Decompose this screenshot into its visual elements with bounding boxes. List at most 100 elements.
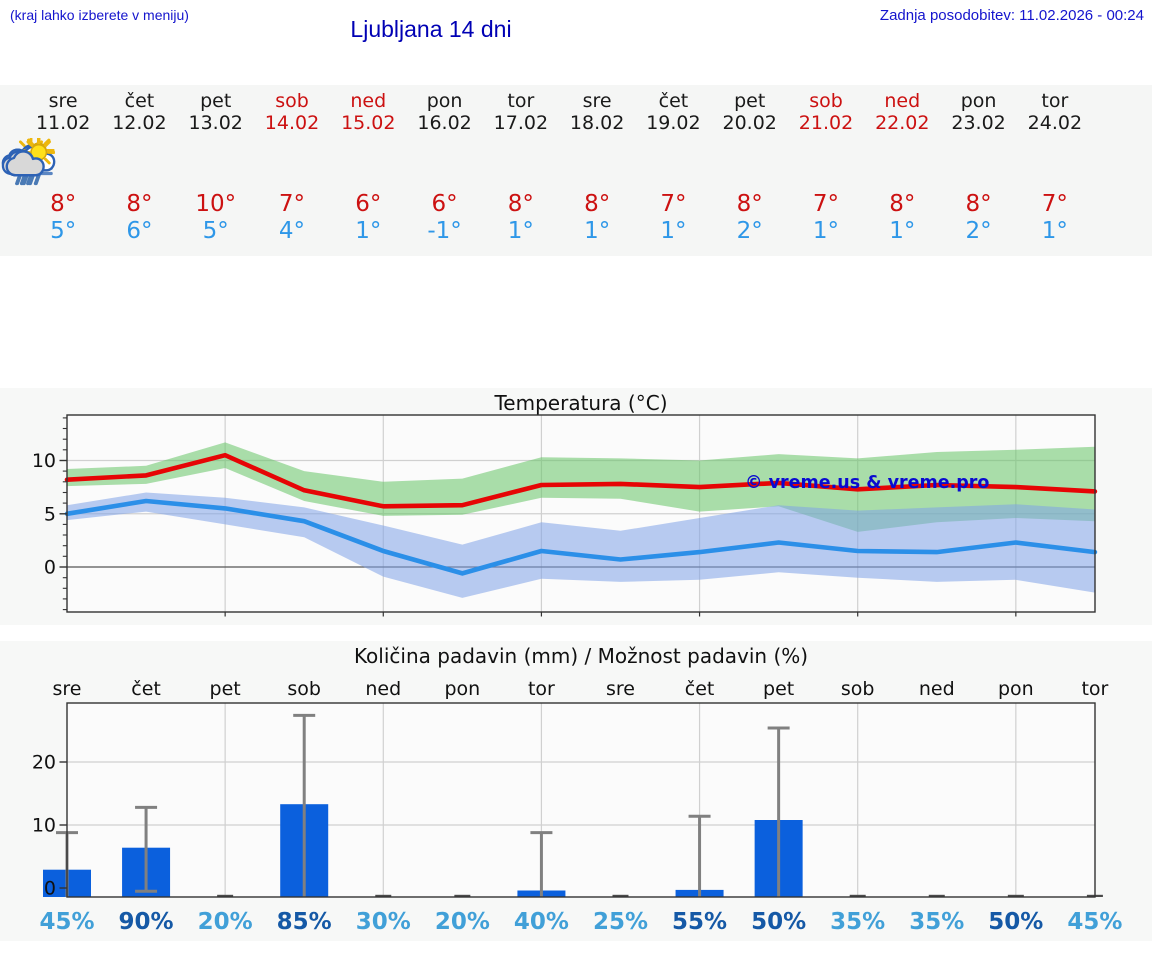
day-date: 22.02 xyxy=(875,112,930,134)
precip-y-tick-label: 0 xyxy=(44,878,56,900)
forecast-days: sre 11.02 8° 5° čet 12.02 8° 6° pet 13.02 10° 5° sob… xyxy=(1,85,1093,245)
low-temp: 6° xyxy=(126,218,153,244)
day-name: ned xyxy=(350,90,387,112)
high-temp: 8° xyxy=(736,191,763,217)
day-date: 21.02 xyxy=(798,112,854,134)
precipitation-chart-title: Količina padavin (mm) / Možnost padavin … xyxy=(353,644,809,668)
temperature-section: Temperatura (°C) 0 5 10 © vreme.us & vreme.… xyxy=(0,388,1152,625)
weather-icon-cell xyxy=(5,134,1093,190)
high-temp: 7° xyxy=(1041,191,1068,217)
day-name: sob xyxy=(275,90,309,112)
forecast-day: tor 24.02 7° 1° xyxy=(5,90,1093,245)
temp-y-tick-label: 10 xyxy=(32,450,56,472)
precip-probability: 45% xyxy=(1067,909,1122,935)
precip-probability: 35% xyxy=(830,909,885,935)
day-date: 17.02 xyxy=(493,112,549,134)
low-temp: 1° xyxy=(355,218,382,244)
temp-y-tick-label: 0 xyxy=(44,557,56,579)
forecast-day: pet 20.02 8° 2° xyxy=(5,90,788,245)
high-temp: 6° xyxy=(431,191,458,217)
low-temp: 2° xyxy=(736,218,763,244)
precip-day-label: čet xyxy=(131,678,161,700)
temperature-chart: 0 5 10 © vreme.us & vreme.pro xyxy=(32,414,1098,617)
precip-y-tick-label: 10 xyxy=(32,815,56,837)
forecast-day: sob 21.02 7° 1° xyxy=(5,90,864,245)
high-temp: 7° xyxy=(660,191,687,217)
precip-day-label: sob xyxy=(841,678,875,700)
min-temp-band xyxy=(67,492,1095,598)
precip-y-tick-label: 20 xyxy=(32,752,56,774)
precipitation-chart: 0 10 20 sre čet pet sob ned pon tor sre čet pet sob ne… xyxy=(32,678,1123,935)
precip-day-label: pon xyxy=(444,678,480,700)
day-name: ned xyxy=(884,90,921,112)
low-temp: 5° xyxy=(202,218,229,244)
precip-day-label: pet xyxy=(763,678,794,700)
page-title: Ljubljana 14 dni xyxy=(350,16,512,42)
forecast-day: ned 22.02 8° 1° xyxy=(5,90,940,245)
low-temp: 1° xyxy=(889,218,916,244)
precip-probability: 45% xyxy=(39,909,94,935)
day-name: pon xyxy=(426,90,463,112)
precip-probability: 20% xyxy=(435,909,490,935)
day-date: 11.02 xyxy=(35,112,91,134)
precip-probability: 35% xyxy=(909,909,964,935)
day-name: tor xyxy=(1041,90,1069,112)
day-name: pet xyxy=(734,90,766,112)
temperature-chart-title: Temperatura (°C) xyxy=(494,391,668,415)
low-temp: 1° xyxy=(507,218,534,244)
low-temp: 1° xyxy=(1041,218,1068,244)
precip-day-label: sre xyxy=(53,678,82,700)
forecast-day: ned 15.02 6° 1° xyxy=(5,90,406,245)
precip-day-label: sob xyxy=(287,678,321,700)
high-temp: 7° xyxy=(812,191,840,217)
high-temp: 8° xyxy=(507,191,534,217)
weather-icon-cell xyxy=(5,134,788,190)
forecast-day: čet 19.02 7° 1° xyxy=(5,90,711,245)
day-date: 23.02 xyxy=(951,112,1006,134)
day-date: 20.02 xyxy=(722,112,777,134)
forecast-day: sob 14.02 7° 4° xyxy=(1,90,330,245)
high-temp: 7° xyxy=(278,191,306,217)
low-temp: -1° xyxy=(427,218,462,244)
low-temp: 4° xyxy=(278,218,306,244)
precip-day-label: ned xyxy=(919,678,955,700)
forecast-day: tor 17.02 8° 1° xyxy=(1,90,559,245)
low-temp: 5° xyxy=(50,218,77,244)
day-date: 24.02 xyxy=(1027,112,1083,134)
day-name: sob xyxy=(809,90,843,112)
precip-day-label: ned xyxy=(365,678,401,700)
forecast-day: pon 23.02 8° 2° xyxy=(1,90,1016,245)
precip-probability: 50% xyxy=(751,909,806,935)
high-temp: 8° xyxy=(584,191,611,217)
low-temp: 2° xyxy=(965,218,992,244)
forecast-day: pet 13.02 10° 5° xyxy=(9,90,254,245)
precip-probability: 50% xyxy=(988,909,1043,935)
day-date: 15.02 xyxy=(341,112,396,134)
high-temp: 8° xyxy=(126,191,153,217)
forecast-strip: sre 11.02 8° 5° čet 12.02 8° 6° pet 13.02 10° 5° sob… xyxy=(0,85,1152,256)
day-name: pon xyxy=(960,90,997,112)
day-date: 13.02 xyxy=(188,112,243,134)
precip-day-label: sre xyxy=(606,678,635,700)
temp-y-tick-label: 5 xyxy=(44,503,56,525)
precip-day-label: tor xyxy=(1081,678,1108,700)
weather-icon-cell xyxy=(5,134,864,190)
precip-probability: 90% xyxy=(119,909,174,935)
day-name: tor xyxy=(507,90,535,112)
sun-cloud-icon xyxy=(5,138,55,177)
precip-probability: 20% xyxy=(198,909,253,935)
precip-probability: 25% xyxy=(593,909,648,935)
forecast-day: čet 12.02 8° 6° xyxy=(5,90,177,245)
precip-probability: 85% xyxy=(277,909,332,935)
low-temp: 1° xyxy=(660,218,687,244)
weather-icon-cell xyxy=(5,134,482,190)
day-name: čet xyxy=(124,90,155,112)
day-date: 19.02 xyxy=(646,112,701,134)
day-name: čet xyxy=(658,90,689,112)
high-temp: 8° xyxy=(50,191,77,217)
watermark-link[interactable]: © vreme.us & vreme.pro xyxy=(745,473,989,493)
weather-icon-cell xyxy=(5,134,635,190)
precip-probability: 30% xyxy=(356,909,411,935)
day-date: 16.02 xyxy=(417,112,472,134)
